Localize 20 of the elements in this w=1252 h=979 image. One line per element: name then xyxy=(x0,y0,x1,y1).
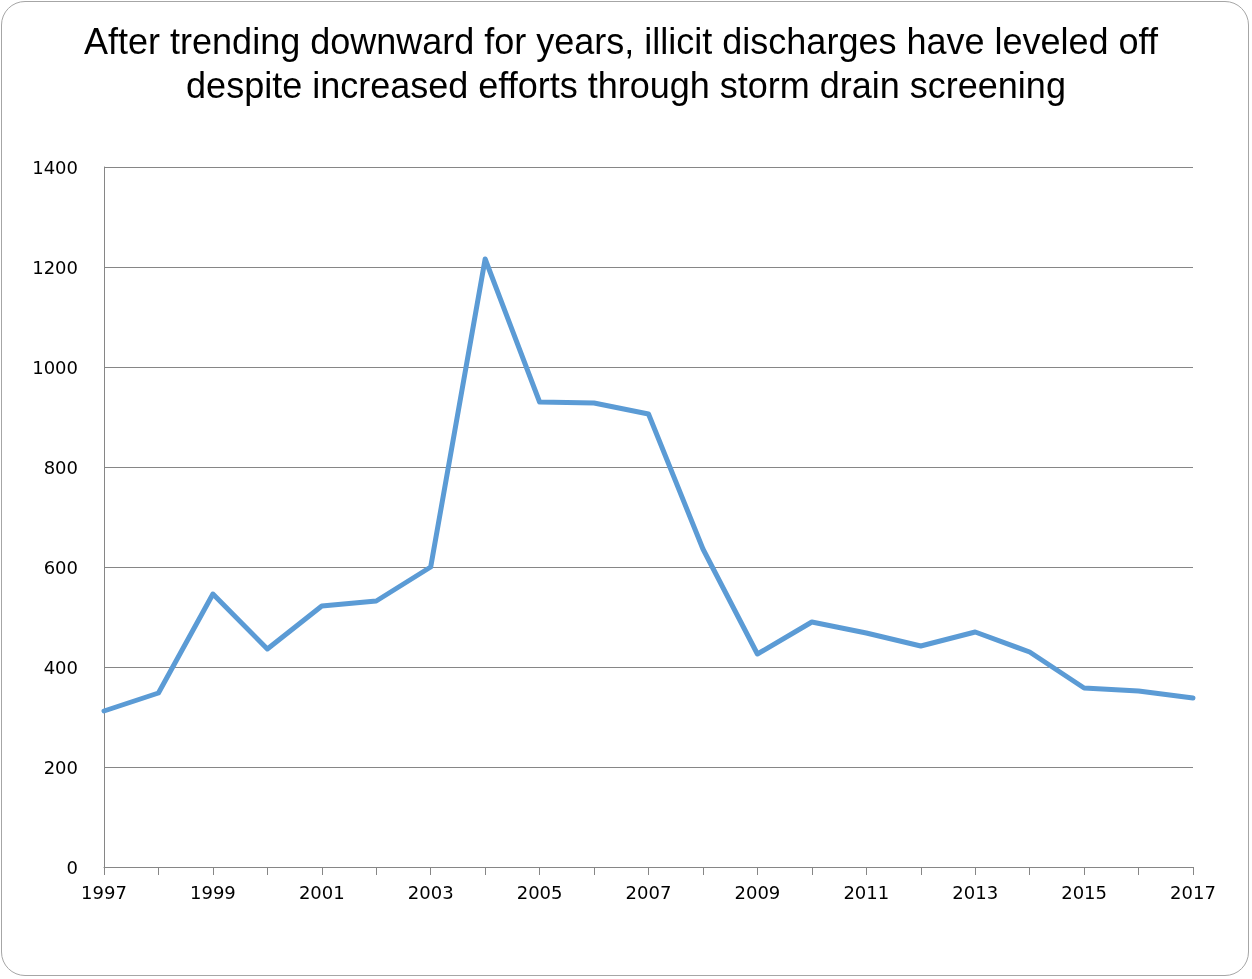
x-tick-label: 2011 xyxy=(843,881,890,903)
x-tick-label: 2007 xyxy=(625,881,672,903)
x-tick-label: 2013 xyxy=(952,881,999,903)
x-tick-label: 2009 xyxy=(734,881,781,903)
x-tick-label: 2001 xyxy=(298,881,345,903)
y-tick-label: 600 xyxy=(43,556,78,578)
x-tick-label: 2017 xyxy=(1170,881,1216,903)
y-tick-label: 800 xyxy=(43,456,78,478)
x-tick-label: 1999 xyxy=(189,881,236,903)
y-tick-label: 1200 xyxy=(32,256,78,278)
y-tick-label: 1000 xyxy=(32,356,78,378)
y-tick-label: 0 xyxy=(66,856,78,878)
y-tick-label: 200 xyxy=(43,756,78,778)
x-tick-label: 2005 xyxy=(516,881,563,903)
x-tick-label: 2015 xyxy=(1061,881,1108,903)
y-tick-label: 400 xyxy=(43,656,78,678)
chart-title: After trending downward for years, illicit discharges have leveled off despite increased efforts through storm drain screening xyxy=(84,20,1168,106)
y-tick-label: 1400 xyxy=(32,156,78,178)
x-tick-label: 2003 xyxy=(407,881,454,903)
x-tick-label: 1997 xyxy=(81,881,127,903)
